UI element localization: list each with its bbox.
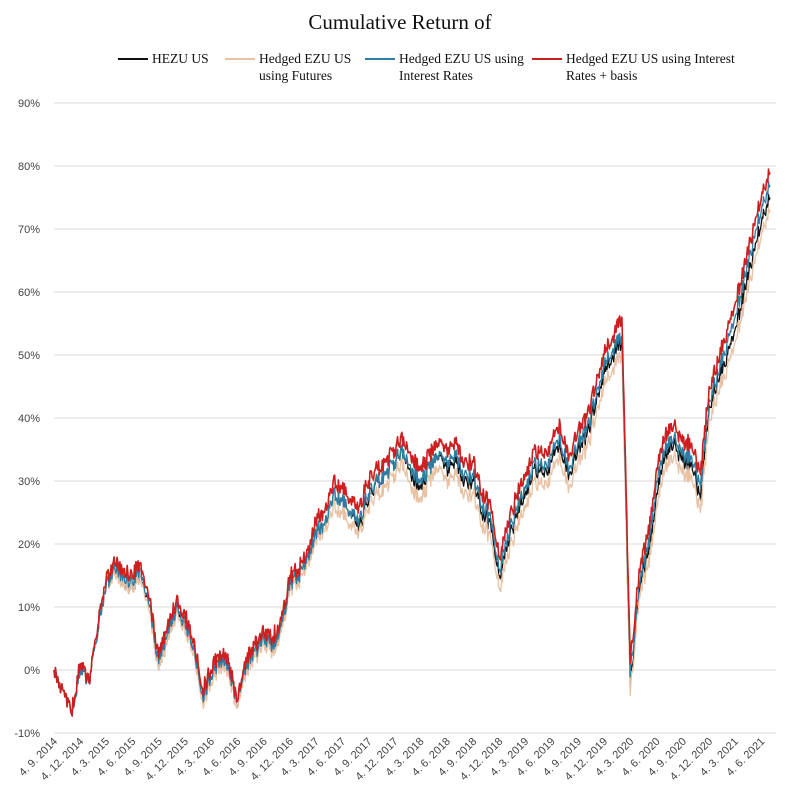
legend: HEZU US Hedged EZU US using Futures Hedg… <box>0 50 800 90</box>
legend-swatch-hezu <box>118 58 148 60</box>
legend-item-interest-rates: Hedged EZU US using Interest Rates <box>365 50 539 84</box>
y-tick-label: 80% <box>18 161 40 173</box>
chart-title: Cumulative Return of <box>308 10 492 34</box>
y-tick-label: 40% <box>18 413 40 425</box>
legend-label-basis: Hedged EZU US using Interest Rates + bas… <box>566 51 735 83</box>
legend-label-hezu: HEZU US <box>152 51 209 66</box>
legend-swatch-interest-rates <box>365 58 395 60</box>
y-tick-label: 70% <box>18 224 40 236</box>
y-tick-label: -10% <box>14 728 40 740</box>
legend-item-futures: Hedged EZU US using Futures <box>225 50 379 84</box>
y-tick-label: 0% <box>24 665 40 677</box>
series-line-basis <box>53 168 771 717</box>
legend-item-basis: Hedged EZU US using Interest Rates + bas… <box>532 50 736 84</box>
legend-label-interest-rates: Hedged EZU US using Interest Rates <box>399 51 524 83</box>
y-tick-label: 10% <box>18 602 40 614</box>
y-tick-label: 30% <box>18 476 40 488</box>
y-tick-label: 90% <box>18 98 40 110</box>
y-axis-tick-labels: -10% 0% 10% 20% 30% 40% 50% 60% 70% 80% 90% <box>14 98 40 740</box>
legend-item-hezu: HEZU US <box>118 50 209 67</box>
legend-swatch-basis <box>532 58 562 60</box>
y-tick-label: 50% <box>18 350 40 362</box>
y-tick-label: 60% <box>18 287 40 299</box>
series-lines <box>53 168 771 717</box>
legend-label-futures: Hedged EZU US using Futures <box>259 51 352 83</box>
legend-swatch-futures <box>225 58 255 60</box>
y-tick-label: 20% <box>18 539 40 551</box>
